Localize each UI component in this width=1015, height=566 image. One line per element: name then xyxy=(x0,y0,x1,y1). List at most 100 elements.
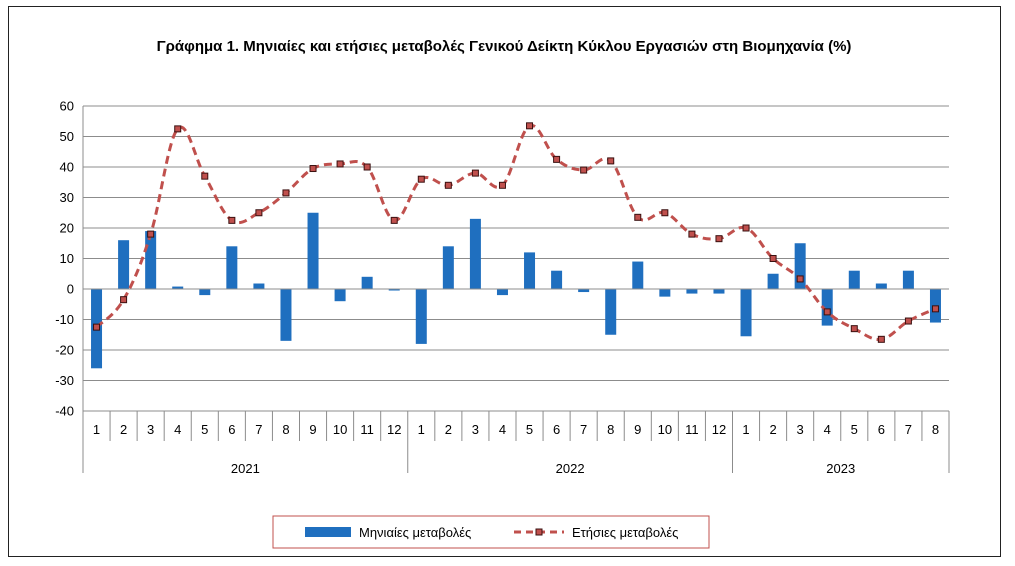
line-point xyxy=(877,335,885,343)
bar xyxy=(713,289,725,294)
annual-change-line xyxy=(95,124,937,341)
gridlines xyxy=(82,105,949,412)
x-tick-label: 2 xyxy=(120,422,127,437)
x-tick-label: 4 xyxy=(174,422,181,437)
x-tick-label: 9 xyxy=(634,422,641,437)
y-tick-label: 30 xyxy=(60,190,74,205)
x-tick-label: 6 xyxy=(878,422,885,437)
x-tick-label: 1 xyxy=(418,422,425,437)
x-tick-label: 2 xyxy=(769,422,776,437)
line-point xyxy=(201,172,209,180)
x-tick-label: 5 xyxy=(526,422,533,437)
x-tick-label: 7 xyxy=(255,422,262,437)
bar xyxy=(469,218,481,289)
x-tick-label: 7 xyxy=(905,422,912,437)
line-point xyxy=(715,235,723,243)
x-tick-label: 12 xyxy=(387,422,401,437)
legend-label-annual: Ετήσιες μεταβολές xyxy=(572,525,678,540)
x-tick-label: 5 xyxy=(851,422,858,437)
line-point xyxy=(120,296,128,304)
line-point xyxy=(282,189,290,197)
bar xyxy=(280,289,292,341)
bar xyxy=(875,283,887,289)
legend: Μηνιαίες μεταβολές Ετήσιες μεταβολές xyxy=(272,515,710,549)
line-point xyxy=(553,155,561,163)
line-point xyxy=(769,255,777,262)
line-point xyxy=(390,216,398,224)
y-tick-label: 50 xyxy=(60,129,74,144)
bar xyxy=(578,289,590,293)
x-tick-label: 6 xyxy=(553,422,560,437)
line-point xyxy=(444,181,452,189)
chart-title: Γράφημα 1. Μηνιαίες και ετήσιες μεταβολέ… xyxy=(157,38,852,55)
legend-swatch-annual-marker xyxy=(535,528,543,536)
y-tick-label: 40 xyxy=(60,160,74,175)
bar xyxy=(821,289,833,326)
bar xyxy=(334,289,346,302)
line-point xyxy=(661,209,669,217)
line-point xyxy=(147,230,155,238)
x-tick-label: 12 xyxy=(712,422,726,437)
bar xyxy=(226,246,238,289)
bar xyxy=(118,240,130,289)
x-tick-label: 4 xyxy=(499,422,506,437)
line-point xyxy=(417,175,425,183)
year-label: 2022 xyxy=(556,461,585,476)
bar xyxy=(551,270,563,289)
x-tick-label: 3 xyxy=(472,422,479,437)
bar xyxy=(145,231,157,289)
y-tick-label: -30 xyxy=(55,373,74,388)
line-point xyxy=(904,317,912,325)
bar xyxy=(605,289,617,335)
line-point xyxy=(228,216,236,224)
bar xyxy=(902,270,914,289)
y-tick-label: -10 xyxy=(55,312,74,327)
line-point xyxy=(850,325,858,333)
line-point xyxy=(742,224,750,232)
line-point xyxy=(931,305,939,313)
bar xyxy=(659,289,671,297)
line-point xyxy=(363,163,371,171)
bar xyxy=(496,289,508,296)
bar xyxy=(253,283,265,289)
x-tick-label: 10 xyxy=(333,422,347,437)
bar xyxy=(740,289,752,337)
x-tick-label: 11 xyxy=(685,422,699,437)
x-tick-label: 7 xyxy=(580,422,587,437)
line-point xyxy=(607,157,615,165)
chart-canvas: Γράφημα 1. Μηνιαίες και ετήσιες μεταβολέ… xyxy=(55,38,950,549)
x-tick-label: 8 xyxy=(607,422,614,437)
line-point xyxy=(471,169,479,177)
line-point xyxy=(498,181,506,189)
x-tick-label: 2 xyxy=(445,422,452,437)
line-point xyxy=(634,213,642,221)
x-tick-label: 4 xyxy=(824,422,831,437)
bar xyxy=(686,289,698,294)
bar xyxy=(415,289,427,344)
line-point xyxy=(526,122,534,130)
bar xyxy=(524,252,536,289)
x-tick-label: 8 xyxy=(932,422,939,437)
legend-label-monthly: Μηνιαίες μεταβολές xyxy=(359,525,471,540)
bar xyxy=(388,289,400,291)
line-point xyxy=(688,230,696,238)
line-point xyxy=(309,165,317,173)
line-series xyxy=(93,122,939,343)
x-tick-label: 11 xyxy=(360,422,374,437)
bar xyxy=(794,243,806,289)
x-tick-label: 1 xyxy=(93,422,100,437)
y-tick-label: -40 xyxy=(55,404,74,419)
y-tick-label: 60 xyxy=(60,99,74,114)
line-point xyxy=(796,275,804,283)
x-tick-label: 3 xyxy=(147,422,154,437)
line-point xyxy=(174,125,182,133)
year-label: 2021 xyxy=(231,461,260,476)
line-point xyxy=(580,166,588,174)
x-tick-label: 5 xyxy=(201,422,208,437)
x-tick-label: 10 xyxy=(658,422,672,437)
chart-frame: Γράφημα 1. Μηνιαίες και ετήσιες μεταβολέ… xyxy=(8,6,1001,557)
bar xyxy=(199,289,211,296)
x-tick-label: 3 xyxy=(797,422,804,437)
y-tick-label: 20 xyxy=(60,221,74,236)
line-point xyxy=(823,308,831,316)
